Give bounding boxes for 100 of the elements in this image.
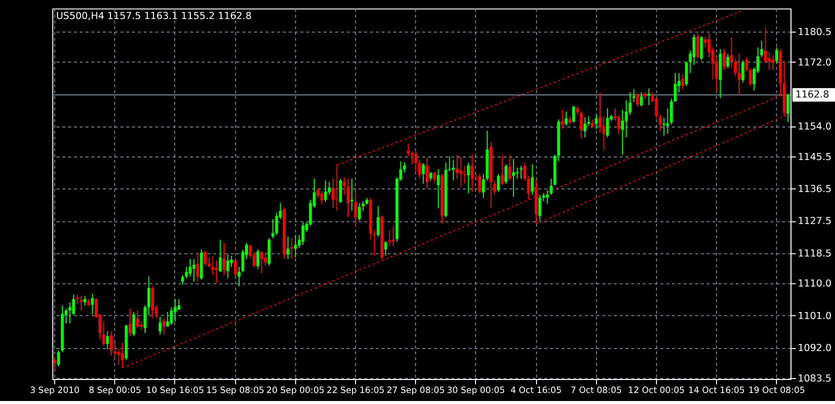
candlestick xyxy=(426,158,428,189)
candlestick xyxy=(388,230,391,247)
candlestick xyxy=(748,68,752,86)
candlestick xyxy=(339,178,342,204)
candlestick xyxy=(662,118,666,136)
candlestick xyxy=(294,234,297,258)
x-tick-label: 4 Oct 16:05 xyxy=(510,386,562,396)
candlestick xyxy=(418,159,421,180)
candlestick xyxy=(222,242,226,276)
candlestick xyxy=(459,156,462,188)
candlestick xyxy=(316,188,320,198)
candlestick xyxy=(268,238,271,266)
candlestick xyxy=(174,298,177,322)
candlestick xyxy=(80,295,83,311)
candlestick xyxy=(520,165,522,180)
x-tick-label: 30 Sep 00:05 xyxy=(446,386,505,396)
y-tick-label: 1101.0 xyxy=(798,310,832,322)
x-tick-label: 20 Sep 00:05 xyxy=(266,386,324,396)
candlestick xyxy=(768,52,771,70)
candlestick xyxy=(90,293,94,315)
candlestick xyxy=(527,175,530,200)
x-tick-label: 15 Sep 08:05 xyxy=(206,386,264,396)
candlestick xyxy=(238,266,240,287)
candlestick xyxy=(681,74,684,90)
candlestick xyxy=(470,154,474,192)
x-tick-label: 12 Oct 00:05 xyxy=(628,386,685,396)
candlestick xyxy=(166,311,170,328)
candlestick xyxy=(181,274,184,286)
candlestick xyxy=(433,171,436,184)
candlestick xyxy=(452,159,455,182)
x-tick-label: 27 Sep 08:05 xyxy=(386,386,445,396)
candlestick xyxy=(741,60,744,84)
x-tick-label: 14 Oct 16:05 xyxy=(688,386,745,396)
candlestick xyxy=(358,202,361,221)
candlestick xyxy=(158,316,162,335)
candlestick xyxy=(256,248,260,270)
candlestick xyxy=(324,180,327,202)
y-tick-label: 1172.0 xyxy=(798,57,832,68)
candlestick xyxy=(151,286,154,319)
x-tick-label: 19 Oct 08:05 xyxy=(748,386,805,396)
candlestick xyxy=(583,116,586,138)
candlestick xyxy=(346,178,350,218)
candlestick xyxy=(332,178,334,208)
candlestick xyxy=(406,143,410,158)
candlestick xyxy=(354,191,358,226)
candlestick xyxy=(68,302,72,324)
candlestick xyxy=(504,164,508,184)
candlestick xyxy=(512,158,515,198)
candlestick xyxy=(376,206,380,238)
candlestick xyxy=(410,151,414,165)
candlestick xyxy=(560,109,564,130)
candlestick xyxy=(177,298,180,310)
candlestick xyxy=(275,212,278,236)
candlestick xyxy=(771,54,774,70)
candlestick xyxy=(211,255,214,276)
x-tick-label: 10 Sep 16:05 xyxy=(146,386,204,396)
candlestick xyxy=(110,330,113,356)
y-tick-label: 1145.5 xyxy=(798,152,832,163)
candlestick xyxy=(640,92,643,108)
candlestick xyxy=(564,111,568,126)
candlestick xyxy=(738,53,741,96)
candlestick xyxy=(83,295,86,306)
candlestick xyxy=(403,162,406,173)
candlestick xyxy=(692,34,696,66)
candlestick xyxy=(496,174,500,192)
candlestick xyxy=(162,318,166,335)
x-tick-label: 8 Sep 00:05 xyxy=(88,386,142,396)
candlestick xyxy=(260,250,264,274)
candlestick xyxy=(204,250,207,266)
x-tick-label: 7 Oct 08:05 xyxy=(570,386,622,396)
y-tick-label: 1110.0 xyxy=(798,278,832,290)
y-tick-label: 1154.0 xyxy=(798,122,832,133)
candlestick xyxy=(730,37,734,69)
candlestick xyxy=(192,258,196,282)
candlestick xyxy=(456,154,459,180)
candlestick xyxy=(53,356,56,370)
candlestick xyxy=(636,92,640,108)
candlestick xyxy=(745,56,748,72)
candlestick xyxy=(478,174,482,194)
candlestick xyxy=(621,109,624,156)
y-tick-label: 1118.5 xyxy=(798,248,832,260)
candlestick xyxy=(264,252,267,266)
candlestick xyxy=(384,240,388,256)
y-tick-label: 1127.5 xyxy=(798,216,832,228)
candlestick xyxy=(466,162,470,194)
candlestick xyxy=(144,304,146,334)
candlestick xyxy=(775,46,778,64)
y-tick-label: 1083.5 xyxy=(798,373,832,384)
candlestick xyxy=(230,255,233,268)
y-tick-label: 1092.0 xyxy=(798,342,832,354)
candlestick xyxy=(57,350,60,368)
x-tick-label: 22 Sep 16:05 xyxy=(326,386,385,396)
candlestick xyxy=(136,310,139,328)
y-tick-label: 1136.5 xyxy=(798,184,832,196)
ref-line-label: 1162.8 xyxy=(795,90,830,101)
candlestick xyxy=(215,260,218,284)
candlestick xyxy=(301,222,304,246)
candlestick xyxy=(606,108,609,138)
y-tick-label: 1180.5 xyxy=(798,27,832,38)
candlestick xyxy=(286,236,290,260)
